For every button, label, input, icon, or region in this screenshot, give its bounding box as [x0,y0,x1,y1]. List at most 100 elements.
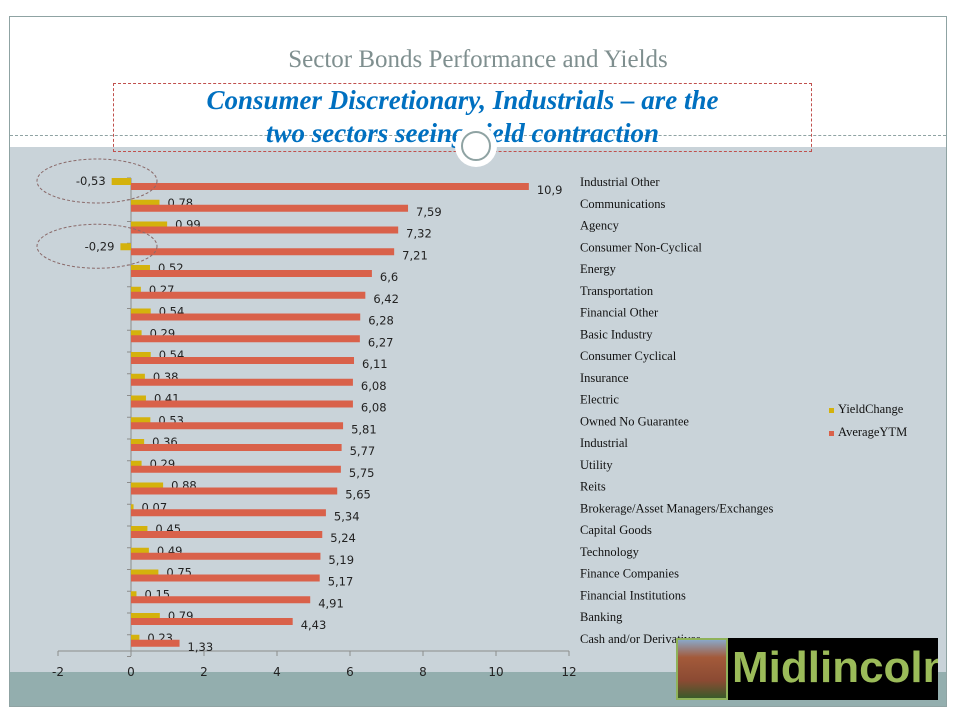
averageytm-label: 5,65 [345,488,371,502]
averageytm-bar [131,465,341,473]
chart-background [10,147,946,672]
yieldchange-bar [131,352,151,359]
midlincoln-logo: Midlincoln [676,638,938,700]
yieldchange-label: -0,53 [76,174,106,188]
averageytm-bar [131,226,399,234]
category-label: Basic Industry [580,327,653,341]
yieldchange-bar [131,504,134,512]
category-label: Communications [580,197,666,211]
averageytm-bar [131,291,366,299]
yieldchange-bar [131,395,146,403]
averageytm-label: 10,9 [537,183,563,197]
category-label: Industrial [580,436,628,450]
averageytm-bar [131,639,180,647]
highlight-ellipse [36,158,158,204]
yieldchange-bar [131,439,145,446]
yieldchange-bar [131,265,150,272]
yieldchange-bar [131,199,160,207]
x-tick-label: 8 [419,665,427,679]
legend-label: YieldChange [838,402,904,416]
category-label: Technology [580,545,640,559]
category-label: Consumer Cyclical [580,349,677,363]
averageytm-label: 6,42 [373,292,399,306]
category-label: Finance Companies [580,567,679,581]
averageytm-bar [131,596,311,604]
yieldchange-bar [131,308,151,316]
x-tick-label: 12 [561,665,576,679]
category-label: Insurance [580,371,629,385]
yieldchange-bar [131,634,140,642]
averageytm-label: 6,08 [361,379,387,393]
yieldchange-bar [131,286,141,294]
yieldchange-bar [131,373,145,381]
averageytm-label: 5,34 [334,509,360,523]
x-tick-label: 4 [273,665,281,679]
yieldchange-bar [120,243,131,251]
averageytm-bar [131,400,353,408]
averageytm-bar [131,618,293,625]
category-label: Transportation [580,284,654,298]
yieldchange-bar [131,330,142,338]
averageytm-bar [131,422,344,430]
yieldchange-bar [131,569,159,577]
averageytm-label: 5,24 [330,531,356,545]
category-label: Industrial Other [580,175,660,189]
averageytm-bar [131,313,361,321]
yieldchange-bar [131,460,142,468]
averageytm-label: 7,21 [402,248,428,262]
averageytm-bar [131,183,529,190]
averageytm-label: 5,81 [351,422,377,436]
slide: Sector Bonds Performance and Yields Cons… [9,16,947,707]
averageytm-label: 6,27 [368,335,394,349]
averageytm-label: 1,33 [188,640,214,654]
x-tick-label: 2 [200,665,208,679]
category-label: Cash and/or Derivatives [580,632,701,646]
averageytm-bar [131,574,320,582]
x-tick-label: -2 [52,665,64,679]
averageytm-bar [131,444,342,451]
yieldchange-bar [131,547,149,555]
averageytm-label: 5,19 [328,553,354,567]
callout-box: Consumer Discretionary, Industrials – ar… [113,83,812,152]
category-label: Reits [580,480,606,494]
averageytm-bar [131,378,353,386]
callout-line-1: Consumer Discretionary, Industrials – ar… [206,85,719,115]
logo-text: Midlincoln [732,643,938,692]
slide-title: Sector Bonds Performance and Yields [288,46,668,73]
yieldchange-bar [111,178,131,185]
category-label: Owned No Guarantee [580,414,689,428]
building-photo [676,638,728,700]
yieldchange-bar [131,417,151,425]
averageytm-bar [131,487,338,495]
yieldchange-bar [131,591,137,599]
yieldchange-label: -0,29 [85,239,115,253]
yieldchange-bar [131,526,148,533]
averageytm-label: 4,43 [301,618,327,632]
averageytm-label: 5,17 [328,575,354,589]
averageytm-bar [131,204,409,212]
yieldchange-bar [131,221,168,229]
averageytm-bar [131,531,323,538]
category-label: Financial Institutions [580,588,686,602]
category-label: Capital Goods [580,523,652,537]
averageytm-bar [131,270,372,277]
averageytm-bar [131,248,395,256]
averageytm-label: 6,28 [368,314,394,328]
averageytm-label: 7,32 [406,227,432,241]
averageytm-label: 6,08 [361,401,387,415]
yieldchange-bar [131,613,160,620]
x-tick-label: 0 [127,665,135,679]
averageytm-bar [131,509,326,517]
category-label: Agency [580,219,620,233]
averageytm-label: 4,91 [318,596,344,610]
legend-swatch [829,431,834,436]
legend-swatch [829,408,834,413]
yieldchange-bar [131,482,164,490]
averageytm-label: 7,59 [416,205,442,219]
legend-label: AverageYTM [838,425,907,439]
highlight-ellipse [36,223,158,269]
category-label: Electric [580,393,619,407]
category-label: Energy [580,262,617,276]
x-tick-label: 10 [488,665,503,679]
